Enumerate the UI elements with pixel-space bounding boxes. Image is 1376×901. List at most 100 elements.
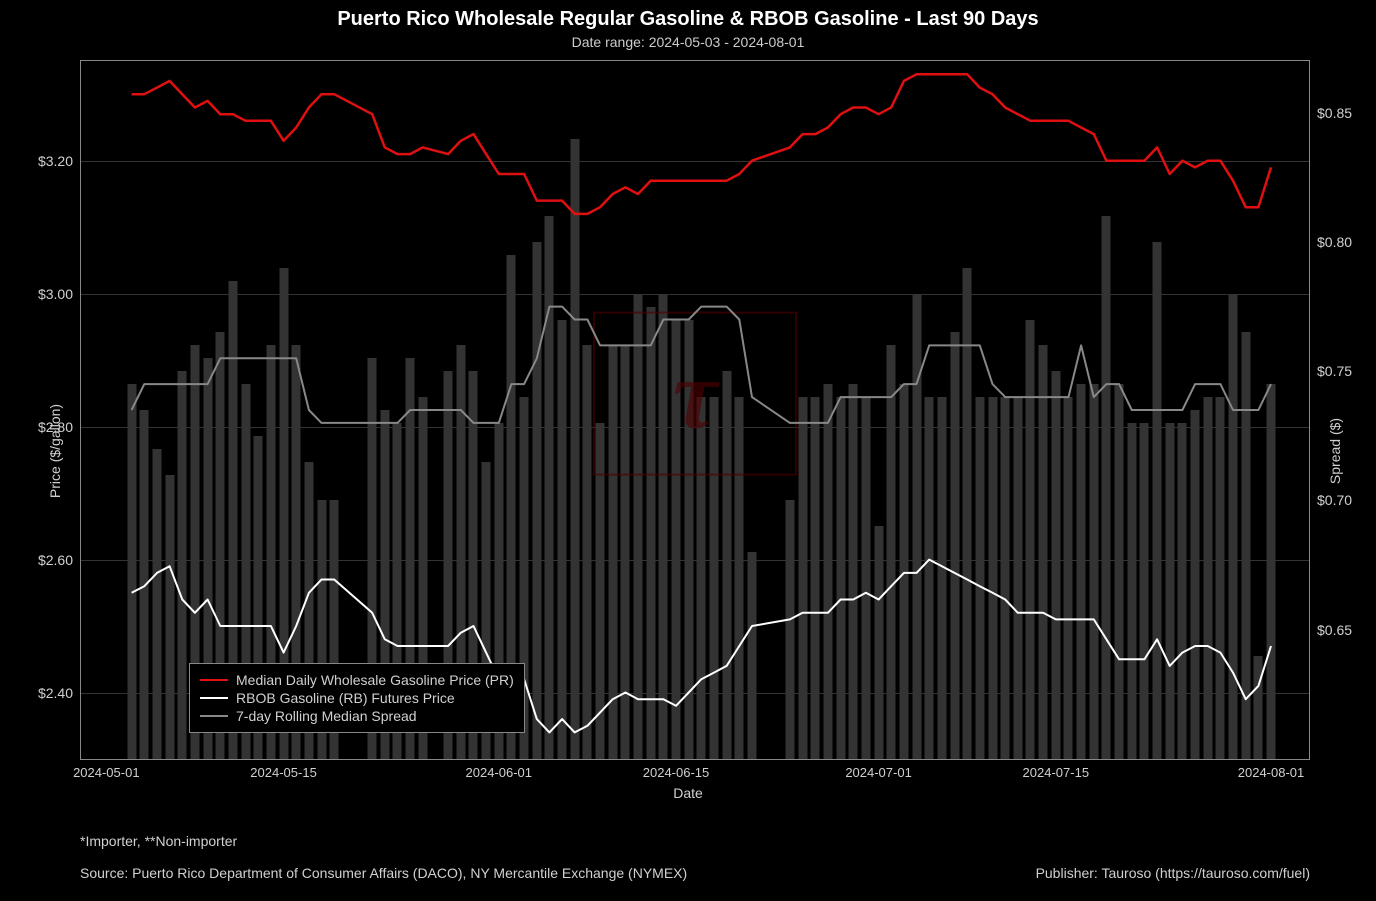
spread-bar	[152, 449, 161, 759]
spread-bar	[1127, 423, 1136, 759]
gridline	[81, 427, 1309, 428]
spread-bar	[558, 320, 567, 759]
line-layer	[81, 61, 1309, 759]
spread-bar	[925, 397, 934, 759]
ytick-left: $3.00	[38, 286, 73, 302]
spread-bar	[1064, 397, 1073, 759]
spread-bar	[811, 397, 820, 759]
gridline	[81, 161, 1309, 162]
chart-title: Puerto Rico Wholesale Regular Gasoline &…	[0, 8, 1376, 31]
spread-bar	[722, 371, 731, 759]
gridline	[81, 560, 1309, 561]
legend-swatch	[200, 697, 228, 699]
spread-bar	[621, 345, 630, 759]
xtick: 2024-06-15	[643, 765, 710, 780]
spread-bar	[1026, 320, 1035, 759]
spread-bar	[596, 423, 605, 759]
spread-bar	[735, 397, 744, 759]
xtick: 2024-07-01	[845, 765, 912, 780]
spread-bar	[608, 345, 617, 759]
spread-bar	[912, 294, 921, 759]
spread-bar	[583, 345, 592, 759]
spread-bar	[165, 475, 174, 759]
spread-bar	[937, 397, 946, 759]
spread-bar	[798, 397, 807, 759]
spread-bar	[1077, 384, 1086, 759]
spread-bar	[646, 307, 655, 759]
plot-area: $2.40$2.60$2.80$3.00$3.20$0.65$0.70$0.75…	[80, 60, 1310, 760]
xtick: 2024-05-15	[250, 765, 317, 780]
legend-label: Median Daily Wholesale Gasoline Price (P…	[236, 672, 514, 688]
xtick: 2024-05-01	[73, 765, 140, 780]
spread-bar	[1216, 397, 1225, 759]
legend-item: Median Daily Wholesale Gasoline Price (P…	[200, 672, 514, 688]
chart-subtitle: Date range: 2024-05-03 - 2024-08-01	[0, 34, 1376, 50]
legend-swatch	[200, 679, 228, 681]
spread-bar	[874, 526, 883, 759]
spread-bar	[1001, 397, 1010, 759]
ytick-right: $0.70	[1317, 492, 1352, 508]
spread-bar	[861, 397, 870, 759]
legend-item: RBOB Gasoline (RB) Futures Price	[200, 690, 514, 706]
spread-bar	[836, 397, 845, 759]
ytick-right: $0.80	[1317, 234, 1352, 250]
xtick: 2024-08-01	[1238, 765, 1305, 780]
spread-bar	[178, 371, 187, 759]
spread-bar	[634, 294, 643, 759]
legend-label: RBOB Gasoline (RB) Futures Price	[236, 690, 455, 706]
spread-bar	[1039, 345, 1048, 759]
xtick: 2024-06-01	[466, 765, 533, 780]
legend: Median Daily Wholesale Gasoline Price (P…	[189, 663, 525, 733]
spread-bar	[697, 397, 706, 759]
spread-bar	[899, 384, 908, 759]
spread-bar	[1241, 332, 1250, 759]
ytick-right: $0.85	[1317, 105, 1352, 121]
ytick-right: $0.65	[1317, 622, 1352, 638]
spread-bar	[950, 332, 959, 759]
spread-bar	[887, 345, 896, 759]
legend-label: 7-day Rolling Median Spread	[236, 708, 417, 724]
spread-bar	[1115, 384, 1124, 759]
spread-bar	[1165, 423, 1174, 759]
xtick: 2024-07-15	[1023, 765, 1090, 780]
spread-bar	[140, 410, 149, 759]
chart-container: Puerto Rico Wholesale Regular Gasoline &…	[0, 0, 1376, 901]
y-axis-label-left: Price ($/gallon)	[47, 403, 63, 497]
spread-bar	[1254, 656, 1263, 759]
spread-bar	[1013, 397, 1022, 759]
spread-bar	[823, 384, 832, 759]
spread-bar	[1178, 423, 1187, 759]
spread-bar	[709, 397, 718, 759]
ytick-left: $3.20	[38, 153, 73, 169]
spread-bar	[1140, 423, 1149, 759]
footer-note: *Importer, **Non-importer	[80, 833, 237, 849]
spread-bar	[532, 242, 541, 759]
footer-publisher: Publisher: Tauroso (https://tauroso.com/…	[1036, 865, 1310, 881]
spread-bar	[1203, 397, 1212, 759]
spread-bar	[1153, 242, 1162, 759]
spread-bar	[127, 384, 136, 759]
spread-bar	[988, 397, 997, 759]
spread-bar	[1102, 216, 1111, 759]
spread-bar	[785, 500, 794, 759]
line-median-pr	[132, 74, 1271, 214]
spread-bar	[1089, 384, 1098, 759]
spread-bar	[1267, 384, 1276, 759]
footer-source: Source: Puerto Rico Department of Consum…	[80, 865, 687, 881]
legend-item: 7-day Rolling Median Spread	[200, 708, 514, 724]
x-axis-label: Date	[0, 785, 1376, 801]
ytick-left: $2.40	[38, 685, 73, 701]
spread-bar	[1051, 371, 1060, 759]
ytick-right: $0.75	[1317, 363, 1352, 379]
y-axis-label-right: Spread ($)	[1327, 417, 1343, 483]
ytick-left: $2.60	[38, 552, 73, 568]
spread-bar	[1191, 410, 1200, 759]
spread-bar	[975, 397, 984, 759]
spread-bar	[672, 320, 681, 759]
spread-bar	[545, 216, 554, 759]
ytick-left: $2.80	[38, 419, 73, 435]
spread-bar	[963, 268, 972, 759]
spread-bar	[1229, 294, 1238, 759]
spread-bar	[659, 294, 668, 759]
spread-bar	[570, 139, 579, 759]
